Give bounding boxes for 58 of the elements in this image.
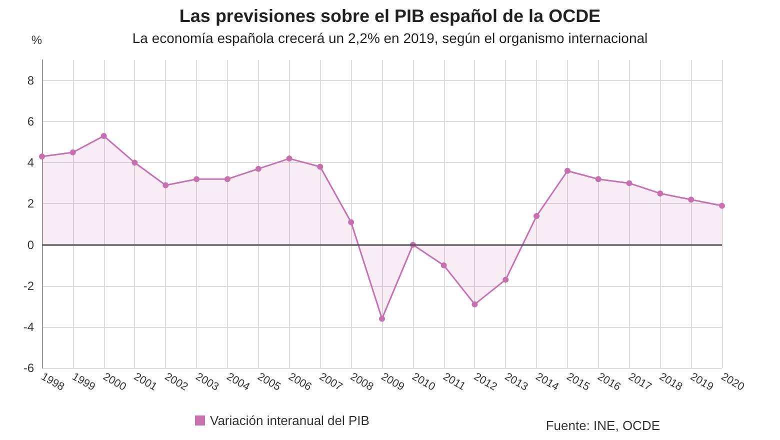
point	[472, 301, 478, 308]
y-tick-label: -4	[23, 320, 34, 334]
point	[564, 168, 570, 174]
x-tick-label: 2019	[688, 370, 716, 394]
y-axis-title: %	[31, 33, 42, 47]
point	[657, 190, 664, 196]
chart-subtitle: La economía española crecerá un 2,2% en 2019, según el organismo internacional	[132, 30, 648, 46]
y-tick-label: -2	[23, 278, 34, 293]
x-tick-label: 2008	[348, 370, 376, 394]
x-tick-label: 2018	[657, 370, 684, 394]
point	[224, 176, 230, 182]
point	[502, 276, 509, 283]
point	[70, 149, 76, 156]
point	[534, 213, 540, 220]
x-tick-label: 2017	[626, 370, 654, 394]
point	[286, 156, 292, 162]
x-tick-label: 2002	[162, 370, 190, 394]
y-tick-label: 2	[27, 196, 34, 211]
x-tick-label: 2006	[286, 370, 314, 394]
x-tick-label: 2013	[502, 370, 530, 394]
point	[688, 196, 694, 203]
point	[626, 180, 632, 186]
x-tick-label: 2020	[719, 370, 746, 394]
x-tick-label: 2009	[379, 370, 406, 394]
x-tick-label: 2010	[410, 370, 438, 394]
x-tick-label: 1999	[70, 370, 98, 394]
chart-title: Las previsiones sobre el PIB español de la OCDE	[179, 6, 601, 26]
point	[39, 154, 45, 160]
source-note: Fuente: INE, OCDE	[546, 418, 660, 433]
x-tick-label: 2012	[472, 370, 499, 394]
y-tick-label: 0	[27, 238, 34, 252]
x-tick-label: 2007	[317, 370, 344, 394]
y-tick-label: -6	[23, 361, 34, 375]
point	[348, 219, 354, 226]
point	[595, 176, 602, 182]
x-tick-label: 2005	[255, 370, 283, 394]
legend-label: Variación interanual del PIB	[210, 413, 370, 428]
y-tick-label: 4	[27, 156, 34, 170]
point	[255, 166, 262, 172]
x-tick-label: 2016	[595, 370, 623, 394]
point	[162, 182, 169, 188]
point	[100, 132, 107, 139]
x-tick-label: 2001	[132, 370, 159, 394]
x-tick-label: 2004	[224, 370, 252, 394]
x-tick-label: 2015	[564, 370, 592, 394]
point	[379, 316, 385, 322]
y-tick-label: 6	[27, 114, 34, 129]
y-tick-label: 8	[27, 74, 34, 88]
point	[132, 160, 138, 166]
point	[440, 262, 447, 268]
x-tick-label: 2014	[534, 370, 561, 394]
point	[194, 176, 200, 182]
point	[317, 164, 324, 170]
point	[719, 202, 725, 209]
x-tick-label: 2000	[100, 370, 128, 394]
x-tick-label: 2011	[440, 370, 468, 394]
x-tick-label: 2003	[194, 370, 221, 394]
x-tick-label: 1998	[39, 370, 66, 394]
